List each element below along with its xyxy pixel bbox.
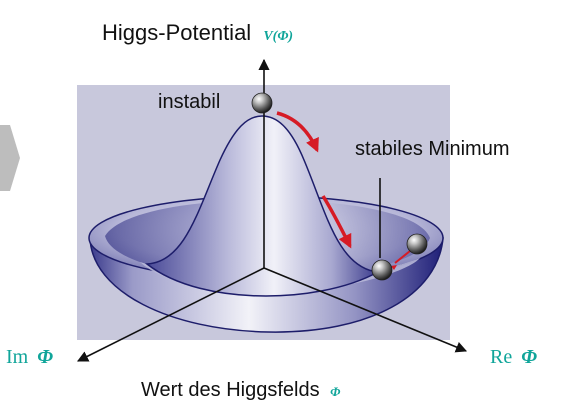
title-text: Higgs-Potential: [102, 20, 251, 45]
bottom-axis-caption: Wert des Higgsfelds Φ: [141, 379, 341, 401]
re-axis-prefix: Re: [490, 346, 512, 368]
im-axis: [76, 267, 265, 362]
bottom-axis-text: Wert des Higgsfelds: [141, 379, 320, 401]
im-axis-prefix: Im: [6, 346, 29, 368]
re-axis-label: Re Φ: [490, 346, 537, 368]
potential-hump: [144, 115, 381, 297]
stable-ball-2: [406, 233, 428, 255]
im-axis-label: Im Φ: [6, 346, 53, 368]
diagram-title: Higgs-Potential V(Φ): [102, 20, 293, 45]
re-axis: [263, 267, 468, 353]
bottom-axis-symbol: Φ: [330, 384, 341, 399]
im-axis-symbol: Φ: [37, 346, 53, 368]
stable-ball-1: [371, 259, 393, 281]
unstable-label: instabil: [158, 91, 220, 113]
stable-minimum-label: stabiles Minimum: [355, 138, 509, 160]
unstable-ball: [251, 92, 273, 114]
side-tab: [0, 125, 20, 191]
roll-arrow-lower: [321, 195, 352, 249]
re-axis-symbol: Φ: [521, 346, 537, 368]
roll-arrow-top: [276, 111, 319, 153]
title-symbol: V(Φ): [263, 29, 293, 44]
